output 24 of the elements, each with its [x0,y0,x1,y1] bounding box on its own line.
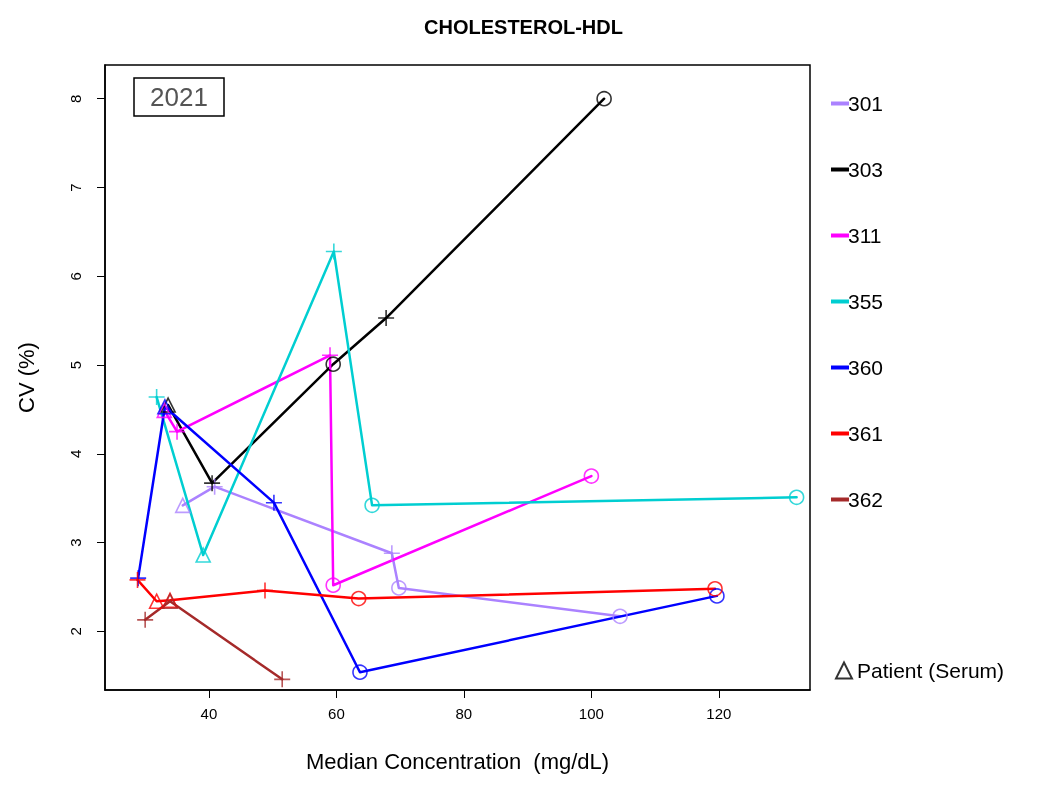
y-tick-label: 4 [67,449,84,459]
y-tick-label: 2 [67,627,84,636]
legend-label: Patient (Serum) [857,659,1005,682]
x-axis-title: Median Concentration (mg/dL) [305,748,610,774]
y-tick-label: 3 [67,538,84,547]
legend-label: 361 [848,422,884,445]
y-tick-label: 8 [67,94,84,103]
y-axis-title: CV (%) [13,342,39,413]
legend-label: 311 [848,224,882,247]
legend-label: 362 [848,488,884,511]
x-tick-label: 60 [328,705,345,722]
legend-label: 303 [848,158,884,181]
y-tick-label: 6 [67,272,84,281]
chart-title: CHOLESTEROL-HDL [424,16,623,38]
y-tick-label: 5 [67,360,84,370]
legend-label: 301 [848,92,884,115]
x-tick-label: 40 [200,705,218,722]
x-tick-label: 100 [578,705,604,722]
x-tick-label: 80 [455,705,473,722]
legend-label: 360 [848,356,884,379]
y-tick-label: 7 [67,183,84,192]
legend-label: 355 [848,290,884,313]
x-tick-label: 120 [706,705,732,722]
annotation: 2021 [150,82,208,112]
